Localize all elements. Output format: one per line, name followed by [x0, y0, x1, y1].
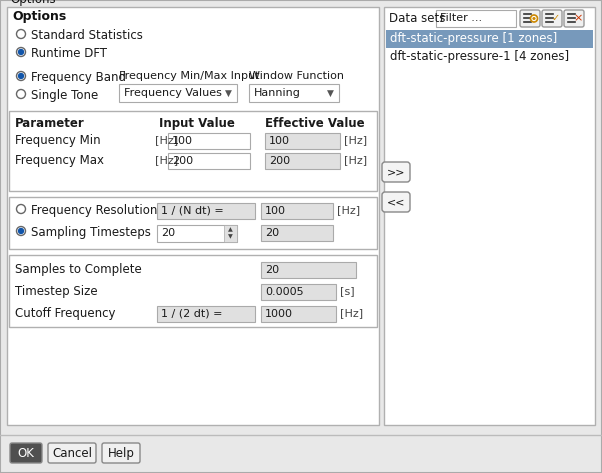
Bar — [261, 306, 336, 322]
Text: Samples to Complete: Samples to Complete — [15, 263, 141, 276]
Text: 100: 100 — [269, 135, 290, 146]
Text: ▲: ▲ — [228, 227, 233, 232]
Circle shape — [16, 204, 25, 213]
Text: 1 / (N dt) =: 1 / (N dt) = — [161, 205, 224, 216]
Text: [Hz]: [Hz] — [337, 205, 360, 215]
Circle shape — [19, 50, 23, 54]
Text: Data sets: Data sets — [389, 12, 445, 25]
Text: 1000: 1000 — [265, 308, 293, 318]
Text: 20: 20 — [265, 264, 279, 274]
Text: Effective Value: Effective Value — [265, 117, 365, 130]
Text: 200: 200 — [172, 156, 193, 166]
Bar — [384, 7, 595, 425]
Circle shape — [530, 15, 538, 22]
Bar — [168, 133, 250, 149]
Text: <<: << — [386, 197, 405, 207]
FancyBboxPatch shape — [564, 10, 584, 27]
Text: 100: 100 — [265, 205, 286, 216]
Text: Cancel: Cancel — [52, 447, 92, 459]
Text: Frequency Min: Frequency Min — [15, 134, 101, 147]
Circle shape — [16, 47, 25, 56]
Text: 0.0005: 0.0005 — [265, 287, 303, 297]
Text: [s]: [s] — [340, 286, 355, 296]
Bar — [436, 10, 516, 27]
Text: Options: Options — [12, 10, 66, 23]
Text: Frequency Resolution: Frequency Resolution — [31, 204, 157, 217]
Text: Hanning: Hanning — [254, 88, 301, 97]
Text: ▼: ▼ — [225, 88, 231, 97]
Circle shape — [16, 71, 25, 80]
Text: Frequency Values: Frequency Values — [124, 88, 222, 97]
Text: dft-static-pressure [1 zones]: dft-static-pressure [1 zones] — [390, 32, 557, 45]
Text: ▼: ▼ — [228, 235, 233, 240]
FancyBboxPatch shape — [520, 10, 540, 27]
Bar — [157, 306, 255, 322]
Text: ▼: ▼ — [326, 88, 334, 97]
Bar — [9, 111, 377, 191]
Bar — [261, 262, 356, 278]
FancyBboxPatch shape — [10, 443, 42, 463]
Circle shape — [16, 89, 25, 98]
Bar — [265, 153, 340, 169]
Bar — [119, 84, 237, 102]
Circle shape — [533, 18, 535, 20]
Circle shape — [16, 29, 25, 38]
Bar — [265, 133, 340, 149]
Text: Frequency Min/Max Input: Frequency Min/Max Input — [119, 71, 259, 81]
Circle shape — [19, 228, 23, 234]
Bar — [224, 225, 237, 242]
Bar — [261, 203, 333, 219]
Text: Sampling Timesteps: Sampling Timesteps — [31, 226, 151, 239]
Bar — [9, 197, 377, 249]
Text: 20: 20 — [265, 228, 279, 237]
Circle shape — [16, 227, 25, 236]
Text: Standard Statistics: Standard Statistics — [31, 29, 143, 42]
Text: Help: Help — [108, 447, 134, 459]
Text: [Hz]: [Hz] — [344, 135, 367, 145]
Text: [Hz]: [Hz] — [344, 155, 367, 165]
FancyBboxPatch shape — [542, 10, 562, 27]
Text: 200: 200 — [269, 156, 290, 166]
Text: 1 / (2 dt) =: 1 / (2 dt) = — [161, 308, 223, 318]
Text: Parameter: Parameter — [15, 117, 85, 130]
Circle shape — [19, 73, 23, 79]
Text: Timestep Size: Timestep Size — [15, 285, 98, 298]
Bar — [157, 225, 237, 242]
FancyBboxPatch shape — [382, 192, 410, 212]
Text: Options: Options — [10, 0, 55, 6]
Bar — [157, 203, 255, 219]
Text: dft-static-pressure-1 [4 zones]: dft-static-pressure-1 [4 zones] — [390, 50, 569, 63]
Text: Runtime DFT: Runtime DFT — [31, 47, 107, 60]
Text: OK: OK — [17, 447, 34, 459]
Text: Filter ...: Filter ... — [440, 13, 482, 23]
Text: Cutoff Frequency: Cutoff Frequency — [15, 307, 116, 320]
Bar — [386, 30, 593, 48]
FancyBboxPatch shape — [382, 162, 410, 182]
Bar — [261, 284, 336, 300]
Text: [Hz]: [Hz] — [340, 308, 363, 318]
Text: ×: × — [573, 14, 583, 24]
Text: Single Tone: Single Tone — [31, 89, 98, 102]
Bar — [261, 225, 333, 241]
Text: Window Function: Window Function — [249, 71, 344, 81]
FancyBboxPatch shape — [48, 443, 96, 463]
Text: Frequency Max: Frequency Max — [15, 154, 104, 167]
Text: ✓: ✓ — [552, 14, 560, 24]
Bar — [249, 84, 339, 102]
Text: 100: 100 — [172, 135, 193, 146]
FancyBboxPatch shape — [102, 443, 140, 463]
Text: Frequency Band: Frequency Band — [31, 71, 126, 84]
Text: >>: >> — [386, 167, 405, 177]
Bar — [168, 153, 250, 169]
Bar — [7, 7, 379, 425]
Text: Input Value: Input Value — [159, 117, 235, 130]
Bar — [9, 255, 377, 327]
Text: [Hz]: [Hz] — [155, 135, 178, 145]
Text: [Hz]: [Hz] — [155, 155, 178, 165]
Text: 20: 20 — [161, 228, 175, 238]
